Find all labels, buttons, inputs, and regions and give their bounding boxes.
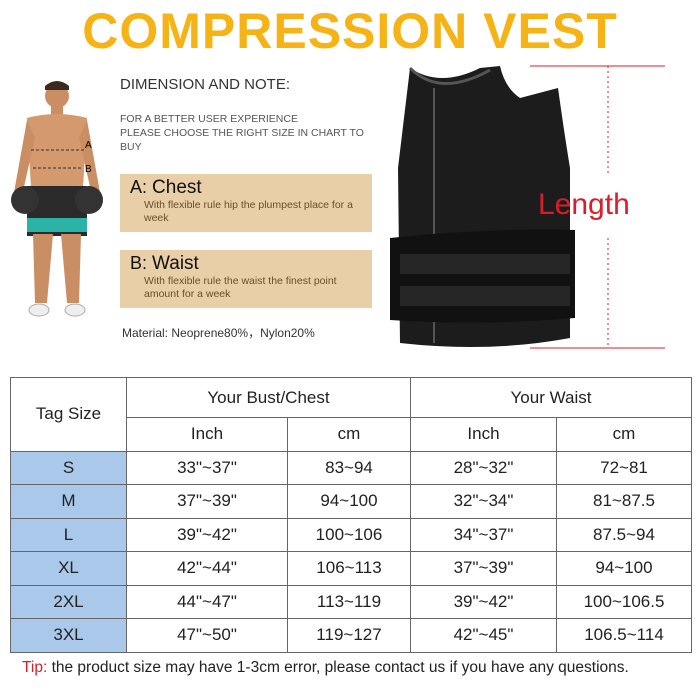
measurement-cell: 113~119 (287, 584, 411, 619)
page-title: COMPRESSION VEST (82, 3, 618, 59)
table-row: 2XL 44"~47" 113~119 39"~42" 100~106.5 (10, 584, 692, 619)
measurement-cell: 44"~47" (126, 584, 288, 619)
tip-body: the product size may have 1-3cm error, p… (47, 659, 629, 676)
tag-size-cell: S (10, 450, 127, 485)
note-line: FOR A BETTER USER EXPERIENCE (120, 113, 298, 125)
chest-desc: With flexible rule hip the plumpest plac… (144, 199, 353, 224)
waist-desc: With flexible rule the waist the finest … (144, 275, 337, 300)
measurement-cell: 42"~44" (126, 551, 288, 586)
chest-letter: A (130, 177, 143, 197)
measurement-cell: 119~127 (287, 618, 411, 653)
measurement-cell: 47"~50" (126, 618, 288, 653)
tag-size-cell: 2XL (10, 584, 127, 619)
waist-header: Your Waist (410, 377, 692, 418)
dimension-heading: DIMENSION AND NOTE: (120, 76, 291, 93)
measurement-cell: 100~106.5 (556, 584, 692, 619)
chest-note-box: A: Chest With flexible rule hip the plum… (120, 174, 372, 232)
size-chart-table: Tag Size Your Bust/Chest Your Waist Inch… (10, 377, 692, 653)
size-note: FOR A BETTER USER EXPERIENCE PLEASE CHOO… (120, 112, 370, 154)
unit-header: Inch (126, 417, 288, 452)
table-row: M 37"~39" 94~100 32"~34" 81~87.5 (10, 484, 692, 519)
unit-header: cm (556, 417, 692, 452)
measurement-cell: 106.5~114 (556, 618, 692, 653)
measurement-cell: 94~100 (287, 484, 411, 519)
vest-product-image (390, 65, 665, 349)
unit-header: Inch (410, 417, 557, 452)
note-line: PLEASE CHOOSE THE RIGHT SIZE IN CHART TO… (120, 127, 364, 153)
table-row: S 33"~37" 83~94 28"~32" 72~81 (10, 450, 692, 485)
unit-header: cm (287, 417, 411, 452)
model-figure: A B (11, 81, 103, 317)
length-label: Length (538, 188, 630, 221)
measurement-cell: 37"~39" (410, 551, 557, 586)
measurement-cell: 94~100 (556, 551, 692, 586)
tag-size-cell: 3XL (10, 618, 127, 653)
measurement-cell: 81~87.5 (556, 484, 692, 519)
material-text: Material: Neoprene80%，Nylon20% (122, 326, 315, 340)
waist-letter: B (130, 253, 143, 273)
table-row: XL 42"~44" 106~113 37"~39" 94~100 (10, 551, 692, 586)
measurement-cell: 72~81 (556, 450, 692, 485)
figure-label-a: A (85, 140, 92, 151)
measurement-cell: 33"~37" (126, 450, 288, 485)
table-row: 3XL 47"~50" 119~127 42"~45" 106.5~114 (10, 618, 692, 653)
tip-text: Tip: the product size may have 1-3cm err… (22, 659, 629, 677)
figure-label-b: B (85, 164, 92, 175)
bust-header: Your Bust/Chest (126, 377, 411, 418)
chest-label: Chest (152, 177, 202, 198)
table-row: L 39"~42" 100~106 34"~37" 87.5~94 (10, 517, 692, 552)
measurement-cell: 28"~32" (410, 450, 557, 485)
measurement-cell: 39"~42" (126, 517, 288, 552)
measurement-cell: 32"~34" (410, 484, 557, 519)
tag-size-cell: L (10, 517, 127, 552)
measurement-cell: 87.5~94 (556, 517, 692, 552)
measurement-cell: 100~106 (287, 517, 411, 552)
tip-label: Tip: (22, 659, 48, 676)
measurement-cell: 39"~42" (410, 584, 557, 619)
waist-note-box: B: Waist With flexible rule the waist th… (120, 250, 372, 308)
measurement-cell: 42"~45" (410, 618, 557, 653)
measurement-cell: 106~113 (287, 551, 411, 586)
tag-size-header: Tag Size (10, 377, 127, 452)
measurement-cell: 83~94 (287, 450, 411, 485)
waist-label: Waist (152, 253, 199, 274)
measurement-cell: 34"~37" (410, 517, 557, 552)
measurement-cell: 37"~39" (126, 484, 288, 519)
tag-size-cell: M (10, 484, 127, 519)
tag-size-cell: XL (10, 551, 127, 586)
